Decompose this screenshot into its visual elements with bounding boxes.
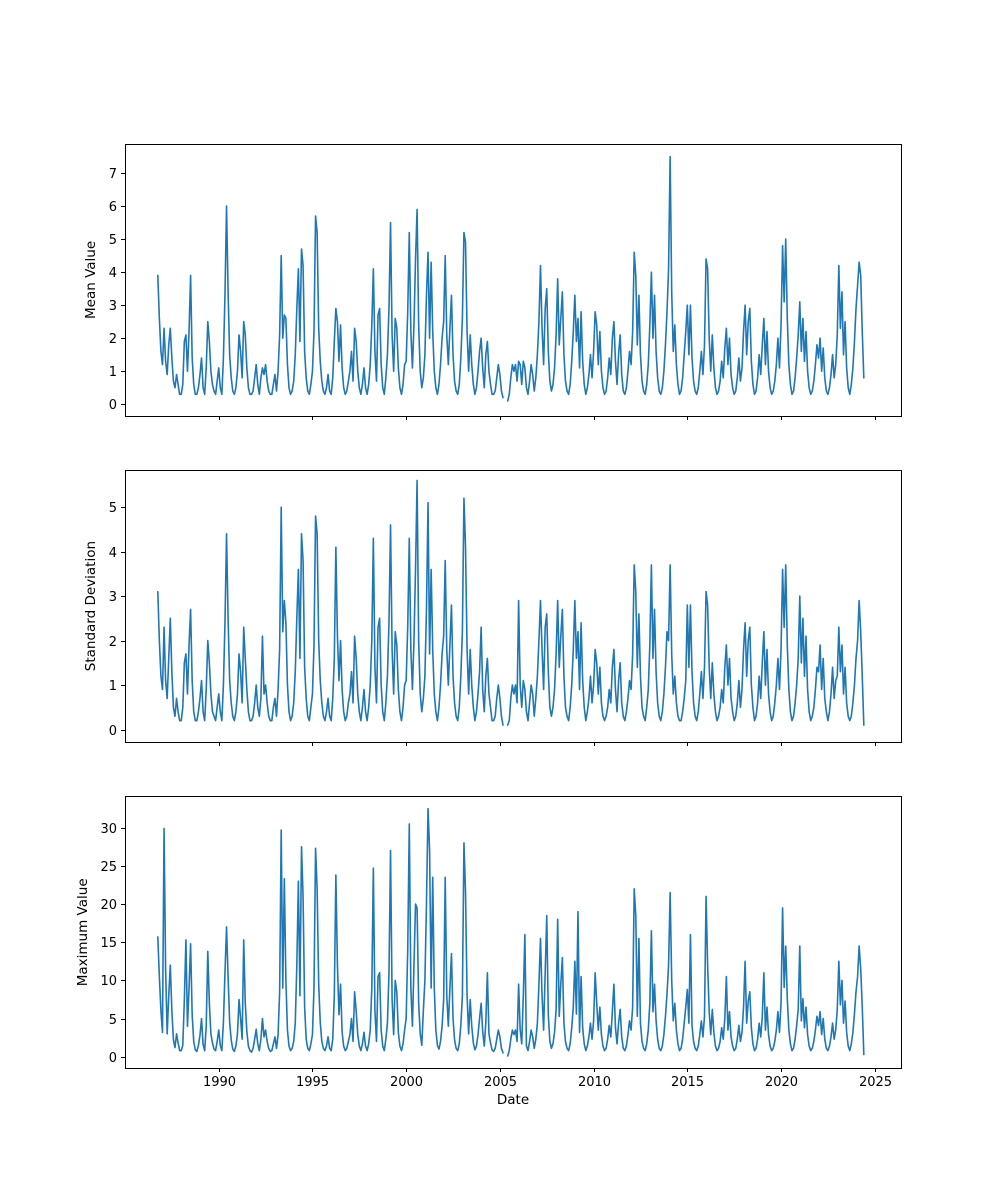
y-tick-label: 15 xyxy=(100,936,117,951)
y-axis-label-maximum-value: Maximum Value xyxy=(75,878,91,986)
y-tick-label: 30 xyxy=(100,822,117,837)
subplot-mean-value: 0 1 2 3 4 5 6 7 Mean Value xyxy=(83,144,902,420)
y-tick-label: 0 xyxy=(109,398,117,413)
y-tick-label: 0 xyxy=(109,1051,117,1066)
y-tick-label: 0 xyxy=(109,724,117,739)
y-axis-label-mean-value: Mean Value xyxy=(83,241,99,319)
x-axis-label: Date xyxy=(497,1092,529,1108)
y-tick-label: 1 xyxy=(109,679,117,694)
y-tick-label: 3 xyxy=(109,299,117,314)
y-tick-label: 4 xyxy=(109,546,117,561)
y-axis-label-standard-deviation: Standard Deviation xyxy=(83,541,99,671)
y-tick-label: 5 xyxy=(109,233,117,248)
x-tick-label: 2020 xyxy=(765,1075,798,1090)
x-tick-label: 2000 xyxy=(390,1075,423,1090)
x-tick-label: 2015 xyxy=(671,1075,704,1090)
y-tick-label: 5 xyxy=(109,1013,117,1028)
x-tick-label: 1995 xyxy=(296,1075,329,1090)
axes-frame xyxy=(125,144,902,417)
x-tick-label: 1990 xyxy=(203,1075,236,1090)
y-tick-label: 25 xyxy=(100,860,117,875)
y-tick-label: 20 xyxy=(100,898,117,913)
y-tick-label: 7 xyxy=(109,167,117,182)
x-tick-label: 2010 xyxy=(578,1075,611,1090)
data-line-maximum-value xyxy=(157,807,865,1057)
y-tick-label: 2 xyxy=(109,332,117,347)
x-tick-label: 2005 xyxy=(484,1075,517,1090)
y-tick-label: 5 xyxy=(109,501,117,516)
subplot-standard-deviation: 0 1 2 3 4 5 Standard Deviation xyxy=(83,470,902,746)
y-tick-label: 6 xyxy=(109,200,117,215)
data-line-mean-value xyxy=(157,155,865,402)
y-tick-label: 4 xyxy=(109,266,117,281)
y-tick-label: 10 xyxy=(100,974,117,989)
data-line-standard-deviation xyxy=(157,479,865,726)
axes-frame xyxy=(125,796,902,1069)
y-tick-label: 1 xyxy=(109,365,117,380)
y-tick-label: 3 xyxy=(109,590,117,605)
y-tick-label: 2 xyxy=(109,635,117,650)
axes-frame xyxy=(125,470,902,743)
x-tick-label: 2025 xyxy=(859,1075,892,1090)
